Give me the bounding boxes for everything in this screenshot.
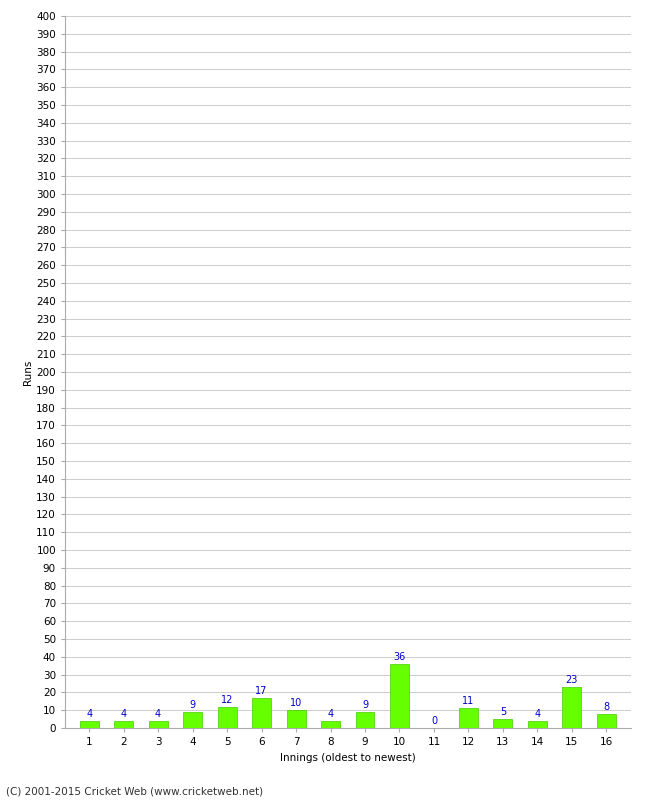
Y-axis label: Runs: Runs [23,359,33,385]
Text: 9: 9 [362,700,368,710]
Text: 12: 12 [221,694,233,705]
Bar [321,721,340,728]
Bar [252,698,271,728]
Text: 11: 11 [462,696,474,706]
Text: 10: 10 [290,698,302,708]
Text: 5: 5 [500,707,506,717]
Text: 4: 4 [155,709,161,718]
Bar [493,719,512,728]
Text: 0: 0 [431,716,437,726]
X-axis label: Innings (oldest to newest): Innings (oldest to newest) [280,753,415,762]
Text: 4: 4 [328,709,333,718]
Bar [459,709,478,728]
Text: 9: 9 [190,700,196,710]
Bar [597,714,616,728]
Text: 4: 4 [534,709,540,718]
Bar [528,721,547,728]
Text: 23: 23 [566,675,578,685]
Bar [183,712,202,728]
Text: 36: 36 [393,652,406,662]
Bar [80,721,99,728]
Text: 4: 4 [120,709,127,718]
Text: (C) 2001-2015 Cricket Web (www.cricketweb.net): (C) 2001-2015 Cricket Web (www.cricketwe… [6,786,264,796]
Bar [390,664,409,728]
Bar [356,712,374,728]
Text: 8: 8 [603,702,610,712]
Bar [149,721,168,728]
Bar [114,721,133,728]
Text: 17: 17 [255,686,268,696]
Bar [562,687,581,728]
Bar [287,710,305,728]
Bar [218,706,237,728]
Text: 4: 4 [86,709,92,718]
